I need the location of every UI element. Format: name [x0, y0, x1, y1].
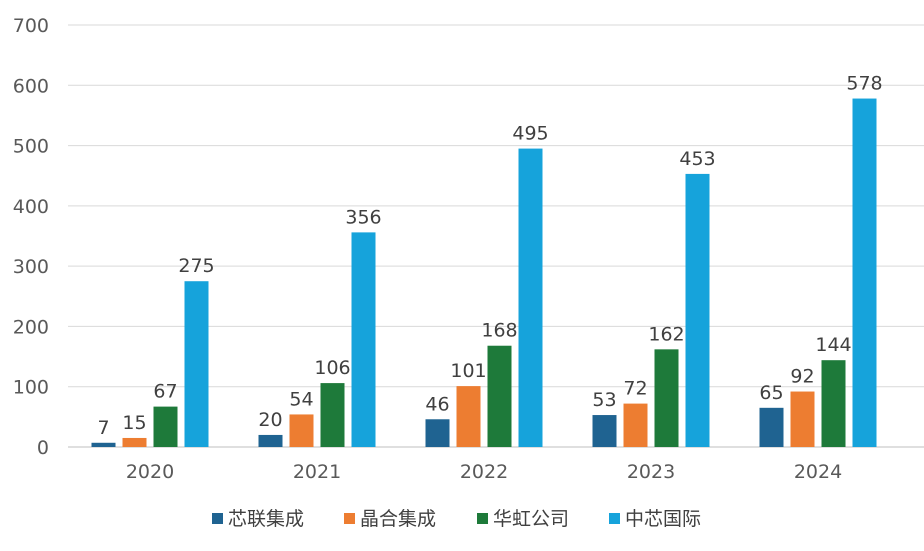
legend-swatch [477, 513, 488, 524]
legend-swatch [212, 513, 223, 524]
bar [351, 232, 376, 447]
y-tick-label: 500 [13, 136, 49, 158]
data-label: 53 [592, 389, 616, 411]
data-label: 101 [450, 360, 486, 382]
bar [184, 281, 209, 447]
data-label: 67 [153, 381, 177, 403]
data-label: 144 [815, 334, 851, 356]
bar [122, 437, 147, 447]
bar [91, 442, 116, 447]
bar [456, 386, 481, 447]
bar [685, 173, 710, 448]
data-label: 72 [623, 378, 647, 400]
data-label: 106 [314, 357, 350, 379]
bar [790, 391, 815, 447]
data-label: 7 [97, 417, 109, 439]
bar [320, 383, 345, 447]
x-tick-label: 2022 [460, 461, 508, 483]
data-label: 15 [122, 412, 146, 434]
x-axis: 2020 2021 2022 2023 2024 [126, 461, 842, 483]
data-label: 168 [481, 320, 517, 342]
y-tick-label: 300 [13, 256, 49, 278]
data-label: 275 [178, 255, 214, 277]
x-tick-label: 2024 [794, 461, 842, 483]
y-tick-label: 100 [13, 377, 49, 399]
x-tick-label: 2020 [126, 461, 174, 483]
bar [258, 434, 283, 447]
bar [289, 414, 314, 447]
data-label: 92 [790, 366, 814, 388]
gridlines [68, 24, 924, 448]
data-label: 20 [258, 409, 282, 431]
legend-label: 华虹公司 [493, 508, 569, 530]
bar [821, 360, 846, 447]
y-tick-label: 700 [13, 15, 49, 37]
bar [425, 419, 450, 447]
legend-swatch [344, 513, 355, 524]
bars [91, 98, 877, 448]
legend: 芯联集成 晶合集成 华虹公司 中芯国际 [212, 508, 701, 530]
bar [487, 345, 512, 447]
legend-swatch [609, 513, 620, 524]
data-label: 495 [512, 123, 548, 145]
x-tick-label: 2021 [293, 461, 341, 483]
legend-label: 中芯国际 [625, 508, 701, 530]
legend-label: 芯联集成 [228, 508, 304, 530]
bar [759, 407, 784, 447]
y-tick-label: 0 [37, 437, 49, 459]
data-label: 356 [345, 206, 381, 228]
data-label: 65 [759, 382, 783, 404]
bar [654, 349, 679, 447]
data-label: 162 [648, 323, 684, 345]
bar [852, 98, 877, 447]
data-label: 46 [425, 393, 449, 415]
y-axis: 0 100 200 300 400 500 600 700 [13, 15, 49, 459]
data-label: 54 [289, 388, 313, 410]
y-tick-label: 600 [13, 75, 49, 97]
legend-label: 晶合集成 [360, 508, 436, 530]
data-label: 453 [679, 148, 715, 170]
data-label: 578 [846, 73, 882, 95]
data-labels: 7 20 46 53 65 15 54 101 72 92 67 106 168 162 144 275 356… [97, 73, 882, 439]
y-tick-label: 400 [13, 196, 49, 218]
bar [153, 406, 178, 447]
bar [592, 415, 617, 447]
bar [623, 403, 648, 447]
x-tick-label: 2023 [627, 461, 675, 483]
bar [518, 148, 543, 448]
y-tick-label: 200 [13, 316, 49, 338]
